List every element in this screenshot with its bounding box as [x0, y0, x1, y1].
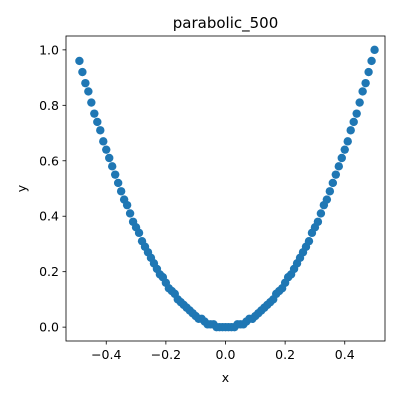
x-tick-label: 0.4 [335, 347, 355, 362]
data-point [105, 153, 114, 163]
data-point [343, 137, 352, 146]
data-point [367, 56, 376, 66]
x-axis-label: x [222, 370, 229, 385]
x-tick-label: −0.4 [91, 347, 121, 362]
points-layer [75, 45, 379, 332]
data-point [125, 209, 135, 218]
data-point [122, 200, 132, 210]
data-point [110, 170, 120, 179]
data-point [93, 117, 102, 127]
data-point [340, 145, 349, 154]
data-point [334, 162, 343, 171]
data-point [364, 67, 373, 77]
data-point [370, 45, 379, 55]
data-point [358, 87, 367, 96]
data-point [116, 187, 126, 196]
chart-title: parabolic_500 [173, 14, 278, 33]
data-point [322, 195, 332, 204]
data-point [99, 137, 108, 146]
data-point [337, 153, 346, 163]
y-axis-label: y [14, 184, 29, 192]
x-tick-label: −0.2 [151, 347, 181, 362]
x-axis: −0.4 −0.2 0.0 0.2 0.4 [91, 341, 355, 362]
data-point [96, 126, 105, 135]
data-point [113, 178, 123, 188]
y-tick-label: 1.0 [39, 42, 59, 57]
data-point [346, 126, 355, 135]
y-tick-label: 0.8 [39, 98, 59, 113]
x-tick-label: 0.2 [275, 347, 295, 362]
data-point [328, 178, 338, 188]
y-tick-label: 0.6 [39, 153, 59, 168]
y-tick-label: 0.2 [39, 264, 59, 279]
data-point [361, 78, 370, 88]
y-axis: 0.0 0.2 0.4 0.6 0.8 1.0 [39, 42, 66, 335]
data-point [331, 170, 341, 179]
data-point [134, 228, 144, 238]
data-point [108, 162, 117, 171]
y-tick-label: 0.0 [39, 320, 59, 335]
data-point [313, 217, 323, 226]
data-point [87, 98, 96, 107]
data-point [355, 98, 364, 107]
x-tick-label: 0.0 [216, 347, 236, 362]
data-point [349, 117, 358, 127]
y-tick-label: 0.4 [39, 209, 59, 224]
data-point [102, 145, 111, 154]
data-point [316, 209, 326, 218]
data-point [84, 87, 93, 96]
data-point [304, 236, 314, 246]
data-point [352, 109, 361, 118]
data-point [81, 78, 90, 88]
data-point [75, 56, 84, 66]
data-point [78, 67, 87, 77]
data-point [325, 187, 335, 196]
data-point [90, 109, 99, 118]
